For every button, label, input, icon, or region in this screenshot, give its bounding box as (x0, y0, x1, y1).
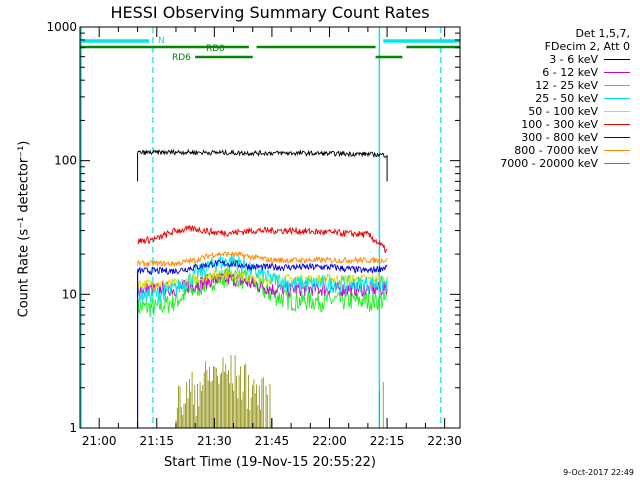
series-line-3-6keV (137, 148, 388, 159)
y-tick-label: 1000 (46, 20, 77, 34)
legend-header-line: Det 1,5,7, (575, 27, 630, 40)
y-tick-label: 10 (62, 287, 77, 301)
legend-item: 300 - 800 keV (462, 131, 630, 144)
legend-swatch (604, 124, 630, 125)
legend-item: 6 - 12 keV (462, 66, 630, 79)
legend-label: 800 - 7000 keV (514, 144, 598, 157)
y-tick-label: 1 (69, 421, 77, 435)
legend-item: 800 - 7000 keV (462, 144, 630, 157)
legend-label: 3 - 6 keV (549, 53, 598, 66)
x-tick-label: 21:15 (139, 434, 174, 448)
annotation-label: RD0 (206, 44, 225, 54)
x-tick-label: 22:15 (370, 434, 405, 448)
legend-item: 50 - 100 keV (462, 105, 630, 118)
legend-item: 25 - 50 keV (462, 92, 630, 105)
legend-swatch (604, 111, 630, 112)
x-tick-label: 21:30 (197, 434, 232, 448)
legend-item: 7000 - 20000 keV (462, 157, 630, 170)
series-line-300-800keV (137, 259, 388, 276)
legend-item: 3 - 6 keV (462, 53, 630, 66)
legend-swatch (604, 85, 630, 86)
legend-swatch (604, 59, 630, 60)
series-line-100-300keV (137, 224, 388, 253)
legend-label: 100 - 300 keV (521, 118, 598, 131)
legend-label: 12 - 25 keV (535, 79, 598, 92)
legend-swatch (604, 150, 630, 151)
x-tick-label: 21:00 (82, 434, 117, 448)
chart-title: HESSI Observing Summary Count Rates (110, 3, 430, 22)
y-axis-label: Count Rate (s⁻¹ detector⁻¹) (16, 140, 32, 318)
legend-label: 300 - 800 keV (521, 131, 598, 144)
legend-swatch (604, 137, 630, 138)
plot-frame (79, 26, 461, 429)
legend-item: 100 - 300 keV (462, 118, 630, 131)
legend-label: 50 - 100 keV (528, 105, 598, 118)
x-tick-label: 22:30 (427, 434, 462, 448)
legend-label: 25 - 50 keV (535, 92, 598, 105)
legend-swatch (604, 163, 630, 164)
x-tick-label: 22:00 (312, 434, 347, 448)
annotation-label: RD6 (172, 53, 191, 63)
legend-swatch (604, 98, 630, 99)
footer-date: 9-Oct-2017 22:49 (563, 468, 634, 477)
legend-label: 7000 - 20000 keV (500, 157, 598, 170)
legend-swatch (604, 72, 630, 73)
legend-label: 6 - 12 keV (542, 66, 598, 79)
annotation-label: N (158, 36, 165, 46)
y-tick-label: 100 (54, 154, 77, 168)
legend: Det 1,5,7, FDecim 2, Att 0 3 - 6 keV 6 - … (462, 27, 630, 170)
legend-item: 12 - 25 keV (462, 79, 630, 92)
series-line-800-7000keV (137, 251, 388, 268)
legend-header-line: FDecim 2, Att 0 (544, 40, 630, 53)
x-axis-label: Start Time (19-Nov-15 20:55:22) (164, 455, 376, 470)
x-tick-label: 21:45 (255, 434, 290, 448)
